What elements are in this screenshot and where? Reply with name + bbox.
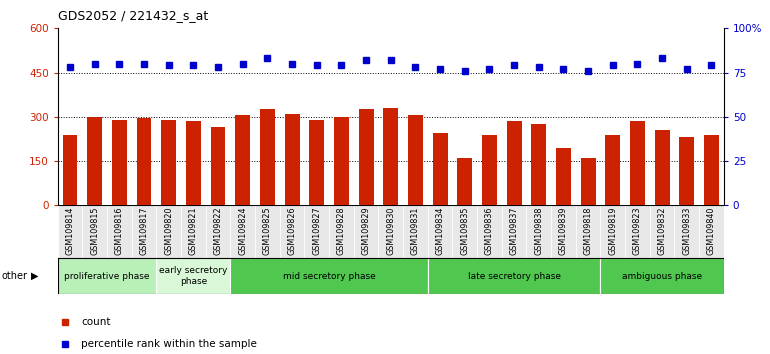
Text: GSM109825: GSM109825 [263,206,272,255]
Text: mid secretory phase: mid secretory phase [283,272,376,281]
Text: GDS2052 / 221432_s_at: GDS2052 / 221432_s_at [58,9,208,22]
FancyBboxPatch shape [280,205,304,258]
Bar [310,120,324,205]
FancyBboxPatch shape [156,205,181,258]
Text: GSM109827: GSM109827 [313,206,321,255]
Text: GSM109830: GSM109830 [387,206,395,255]
Text: GSM109829: GSM109829 [362,206,370,255]
FancyBboxPatch shape [576,205,601,258]
FancyBboxPatch shape [230,258,428,294]
Bar [679,137,695,205]
FancyBboxPatch shape [477,205,502,258]
Text: GSM109814: GSM109814 [65,206,75,255]
Text: ambiguous phase: ambiguous phase [622,272,702,281]
FancyBboxPatch shape [675,205,699,258]
Text: GSM109819: GSM109819 [608,206,618,255]
FancyBboxPatch shape [650,205,675,258]
Bar [457,158,472,205]
FancyBboxPatch shape [58,205,82,258]
Bar [137,118,152,205]
FancyBboxPatch shape [428,258,601,294]
FancyBboxPatch shape [378,205,403,258]
Text: late secretory phase: late secretory phase [467,272,561,281]
FancyBboxPatch shape [181,205,206,258]
Bar [482,135,497,205]
Bar [383,108,398,205]
Text: GSM109820: GSM109820 [164,206,173,255]
FancyBboxPatch shape [156,258,230,294]
Bar [236,115,250,205]
Text: GSM109815: GSM109815 [90,206,99,255]
Text: GSM109840: GSM109840 [707,206,716,255]
Text: GSM109823: GSM109823 [633,206,642,255]
Text: ▶: ▶ [31,271,38,281]
Text: early secretory
phase: early secretory phase [159,267,228,286]
FancyBboxPatch shape [601,258,724,294]
FancyBboxPatch shape [502,205,527,258]
FancyBboxPatch shape [699,205,724,258]
Bar [704,135,719,205]
Bar [654,130,670,205]
Bar [630,121,644,205]
FancyBboxPatch shape [107,205,132,258]
Bar [359,109,373,205]
FancyBboxPatch shape [428,205,453,258]
Text: GSM109835: GSM109835 [460,206,469,255]
Bar [211,127,226,205]
Text: GSM109831: GSM109831 [411,206,420,255]
Text: proliferative phase: proliferative phase [65,272,150,281]
Text: count: count [82,317,111,327]
Bar [186,121,201,205]
Bar [581,158,595,205]
Bar [556,148,571,205]
FancyBboxPatch shape [625,205,650,258]
Text: percentile rank within the sample: percentile rank within the sample [82,339,257,349]
Bar [408,115,423,205]
FancyBboxPatch shape [132,205,156,258]
Bar [162,120,176,205]
FancyBboxPatch shape [206,205,230,258]
Text: GSM109834: GSM109834 [436,206,444,255]
Bar [531,124,546,205]
FancyBboxPatch shape [403,205,428,258]
Bar [112,120,127,205]
Text: other: other [2,271,28,281]
FancyBboxPatch shape [58,258,156,294]
FancyBboxPatch shape [230,205,255,258]
FancyBboxPatch shape [527,205,551,258]
Text: GSM109822: GSM109822 [213,206,223,255]
Text: GSM109832: GSM109832 [658,206,667,255]
Text: GSM109839: GSM109839 [559,206,568,255]
Text: GSM109816: GSM109816 [115,206,124,255]
Text: GSM109833: GSM109833 [682,206,691,255]
Bar [433,133,447,205]
Bar [62,135,78,205]
Text: GSM109838: GSM109838 [534,206,544,255]
Bar [605,135,620,205]
Text: GSM109818: GSM109818 [584,206,593,255]
FancyBboxPatch shape [255,205,280,258]
Text: GSM109828: GSM109828 [337,206,346,255]
Text: GSM109826: GSM109826 [288,206,296,255]
FancyBboxPatch shape [329,205,353,258]
Bar [87,117,102,205]
Text: GSM109836: GSM109836 [485,206,494,255]
Bar [507,121,521,205]
FancyBboxPatch shape [304,205,329,258]
Bar [334,117,349,205]
Text: GSM109824: GSM109824 [238,206,247,255]
FancyBboxPatch shape [551,205,576,258]
FancyBboxPatch shape [601,205,625,258]
Text: GSM109817: GSM109817 [139,206,149,255]
Bar [260,109,275,205]
Text: GSM109837: GSM109837 [510,206,519,255]
FancyBboxPatch shape [453,205,477,258]
FancyBboxPatch shape [353,205,378,258]
FancyBboxPatch shape [82,205,107,258]
Bar [285,114,300,205]
Text: GSM109821: GSM109821 [189,206,198,255]
